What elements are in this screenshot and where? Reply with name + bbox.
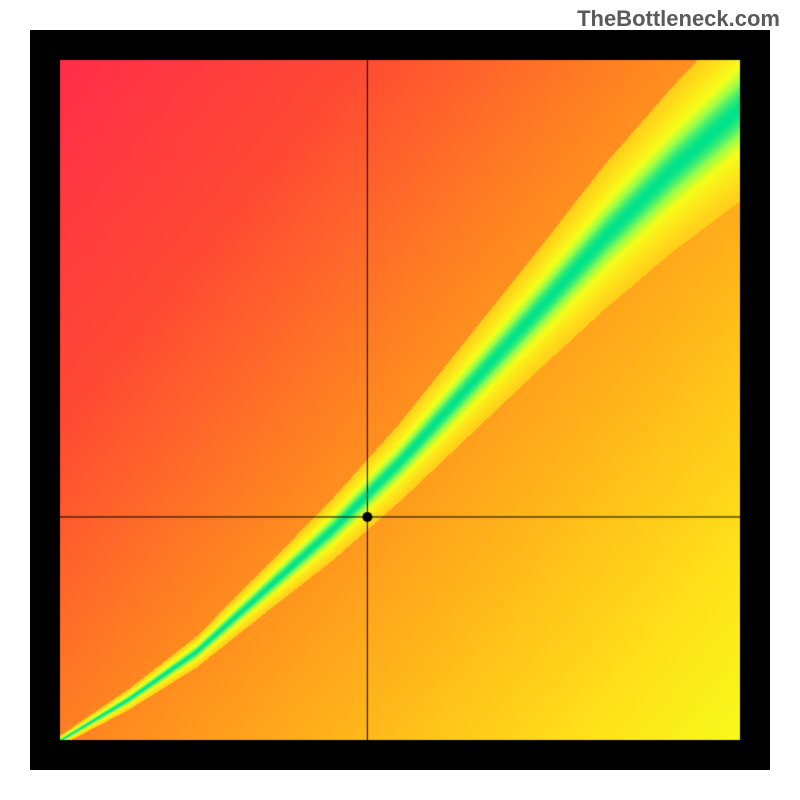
heatmap-canvas <box>30 30 770 770</box>
watermark-text: TheBottleneck.com <box>577 6 780 32</box>
bottleneck-heatmap <box>30 30 770 770</box>
